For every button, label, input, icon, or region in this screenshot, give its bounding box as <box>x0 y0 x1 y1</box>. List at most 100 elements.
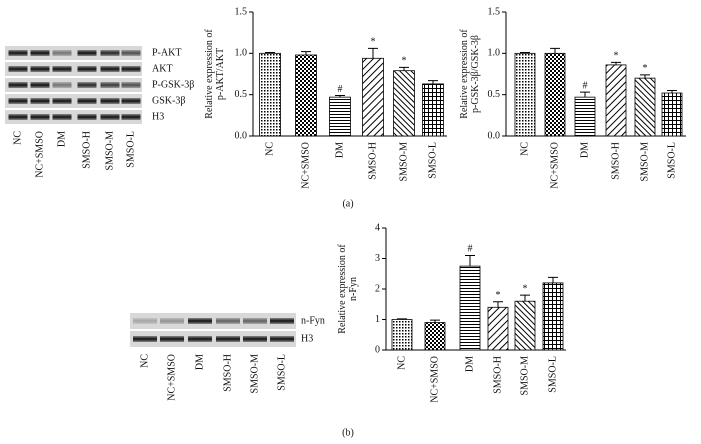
error-bar <box>368 47 378 59</box>
x-tick-label: SMSO-H <box>492 356 503 394</box>
bar <box>362 57 384 137</box>
error-bar <box>640 74 650 79</box>
blot-band <box>52 82 72 88</box>
annotation: * <box>402 56 407 67</box>
x-tick-label: NC <box>519 142 530 156</box>
x-tick-label: NC+SMSO <box>549 142 560 189</box>
bar <box>514 300 536 351</box>
blot-band <box>100 114 120 120</box>
blot-strip <box>130 331 296 347</box>
blot-band <box>160 318 184 324</box>
blot-lane-label: NC+SMSO <box>166 354 177 401</box>
y-tick-label: 1 <box>375 314 380 325</box>
blot-row-label: P-AKT <box>152 47 181 58</box>
blot-band <box>121 82 141 88</box>
bar <box>487 306 509 351</box>
x-tick-label: NC <box>264 142 275 156</box>
blot-strip <box>5 62 142 76</box>
blot-band <box>77 66 97 72</box>
x-tick-label: NC <box>396 356 407 370</box>
bar <box>542 282 564 351</box>
y-tick-label: 1.5 <box>235 6 248 17</box>
annotation: # <box>338 84 343 95</box>
blot-band <box>8 98 28 104</box>
blot-row-label: n-Fyn <box>301 315 325 326</box>
blot-band <box>77 98 97 104</box>
error-bar <box>550 47 560 54</box>
blot-lane-label: NC+SMSO <box>34 131 45 178</box>
blot-row-label: H3 <box>301 333 313 344</box>
blot-lane-label: SMSO-M <box>104 131 115 171</box>
x-tick-label: SMSO-M <box>398 142 409 182</box>
bar <box>393 70 415 137</box>
blot-band <box>77 114 97 120</box>
blot-strip <box>5 78 142 92</box>
y-tick-label: 4 <box>375 222 380 233</box>
blot-band <box>8 114 28 120</box>
blot-lane-label: SMSO-L <box>125 131 136 168</box>
blot-band <box>100 66 120 72</box>
error-bar <box>580 91 590 98</box>
blot-lane-label: NC <box>12 131 23 145</box>
x-tick-label: DM <box>579 142 590 158</box>
error-bar <box>667 90 677 94</box>
blot-band <box>121 50 141 56</box>
x-tick-label: SMSO-M <box>639 142 650 182</box>
blot-band <box>270 336 294 342</box>
blot-lane-label: NC <box>139 354 150 368</box>
blot-row-label: AKT <box>152 63 173 74</box>
blot-band <box>121 98 141 104</box>
blot-band <box>8 66 28 72</box>
y-tick-label: 0.0 <box>488 130 501 141</box>
bar <box>422 83 444 137</box>
y-axis-label-line: p-GSK-3β/GSK-3β <box>470 35 481 113</box>
x-tick-label: SMSO-H <box>367 142 378 180</box>
blot-band <box>160 336 184 342</box>
y-axis-label: Relative expression ofp-AKT/AKT <box>204 29 226 119</box>
y-axis-label: Relative expression ofn-Fyn <box>337 244 359 334</box>
annotation: * <box>614 51 619 62</box>
blot-lane-label: SMSO-H <box>81 131 92 169</box>
blot-row-label: H3 <box>152 111 164 122</box>
blot-row-label: P-GSK-3β <box>152 79 194 90</box>
blot-lane-label: DM <box>194 354 205 370</box>
error-bar <box>428 80 438 84</box>
blot-band <box>100 82 120 88</box>
annotation: * <box>371 37 376 48</box>
x-tick-label: SMSO-H <box>610 142 621 180</box>
x-tick-label: DM <box>464 356 475 372</box>
y-tick-label: 0 <box>375 344 380 355</box>
x-tick-label: NC+SMSO <box>429 356 440 403</box>
blot-band <box>188 336 212 342</box>
y-tick-label: 1.0 <box>488 48 501 59</box>
blot-band <box>270 318 294 324</box>
bar <box>514 52 536 137</box>
bar <box>459 265 481 351</box>
blot-lane-label: DM <box>56 131 67 147</box>
blot-lane-label: SMSO-L <box>276 354 287 391</box>
blot-band <box>30 114 50 120</box>
y-tick-label: 0.5 <box>235 89 248 100</box>
x-tick-label: SMSO-L <box>666 142 677 179</box>
blot-band <box>216 336 240 342</box>
bar <box>329 96 351 137</box>
error-bar <box>399 66 409 71</box>
blot-band <box>30 66 50 72</box>
blot-row-label: GSK-3β <box>152 95 185 106</box>
error-bar <box>520 294 530 302</box>
blot-band <box>52 98 72 104</box>
y-axis-label: Relative expression ofp-GSK-3β/GSK-3β <box>459 29 481 119</box>
blot-band <box>121 114 141 120</box>
x-tick-label: SMSO-L <box>547 356 558 393</box>
y-tick-label: 0.5 <box>488 89 501 100</box>
blot-band <box>30 82 50 88</box>
blot-band <box>30 98 50 104</box>
annotation: # <box>583 80 588 91</box>
bar <box>605 64 627 137</box>
error-bar <box>548 276 558 283</box>
x-tick-label: NC+SMSO <box>300 142 311 189</box>
blot-band <box>52 50 72 56</box>
blot-lane-label: SMSO-H <box>222 354 233 392</box>
error-bar <box>301 51 311 55</box>
x-tick-label: DM <box>334 142 345 158</box>
